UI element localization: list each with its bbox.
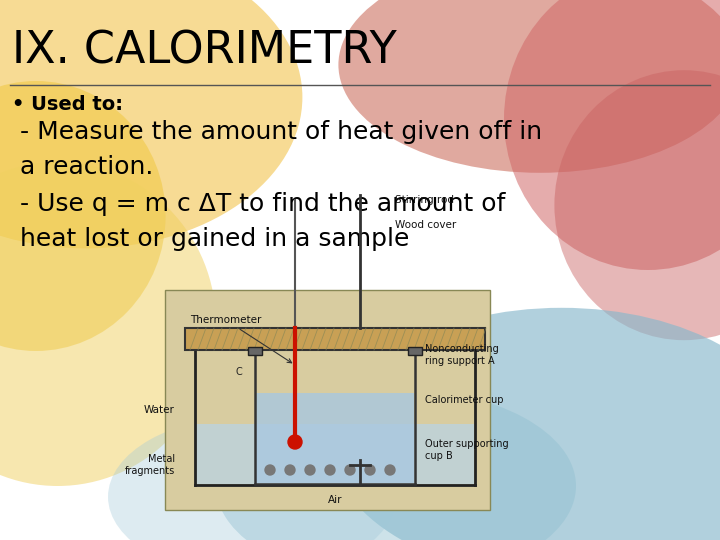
Text: heat lost or gained in a sample: heat lost or gained in a sample <box>12 227 410 251</box>
Circle shape <box>265 465 275 475</box>
Text: Water: Water <box>144 405 175 415</box>
Bar <box>185 328 485 350</box>
Ellipse shape <box>216 389 576 540</box>
Ellipse shape <box>0 162 216 486</box>
Text: Metal
fragments: Metal fragments <box>125 454 175 476</box>
Text: Calorimeter cup: Calorimeter cup <box>425 395 503 405</box>
Circle shape <box>285 465 295 475</box>
Bar <box>256 393 414 483</box>
Text: a reaction.: a reaction. <box>12 155 153 179</box>
Circle shape <box>305 465 315 475</box>
Ellipse shape <box>554 70 720 340</box>
Text: Thermometer: Thermometer <box>190 315 292 363</box>
Ellipse shape <box>331 308 720 540</box>
Bar <box>248 347 262 355</box>
Bar <box>196 424 474 484</box>
Ellipse shape <box>504 0 720 270</box>
Circle shape <box>365 465 375 475</box>
Text: Stirring rod: Stirring rod <box>395 195 454 205</box>
Bar <box>165 290 490 510</box>
Text: Outer supporting
cup B: Outer supporting cup B <box>425 439 508 461</box>
Text: Wood cover: Wood cover <box>395 220 456 230</box>
Text: Air: Air <box>328 495 342 505</box>
Text: - Measure the amount of heat given off in: - Measure the amount of heat given off i… <box>12 120 542 144</box>
Text: Nonconducting
ring support A: Nonconducting ring support A <box>425 344 499 366</box>
Bar <box>408 347 422 355</box>
Text: IX. CALORIMETRY: IX. CALORIMETRY <box>12 30 397 73</box>
Circle shape <box>288 435 302 449</box>
Ellipse shape <box>338 0 720 173</box>
Text: • Used to:: • Used to: <box>12 95 123 114</box>
Ellipse shape <box>0 81 166 351</box>
Circle shape <box>325 465 335 475</box>
Text: C: C <box>236 367 243 377</box>
Ellipse shape <box>108 416 396 540</box>
Circle shape <box>385 465 395 475</box>
Text: - Use q = m c ΔT to find the amount of: - Use q = m c ΔT to find the amount of <box>12 192 505 216</box>
Circle shape <box>345 465 355 475</box>
Ellipse shape <box>0 0 302 248</box>
